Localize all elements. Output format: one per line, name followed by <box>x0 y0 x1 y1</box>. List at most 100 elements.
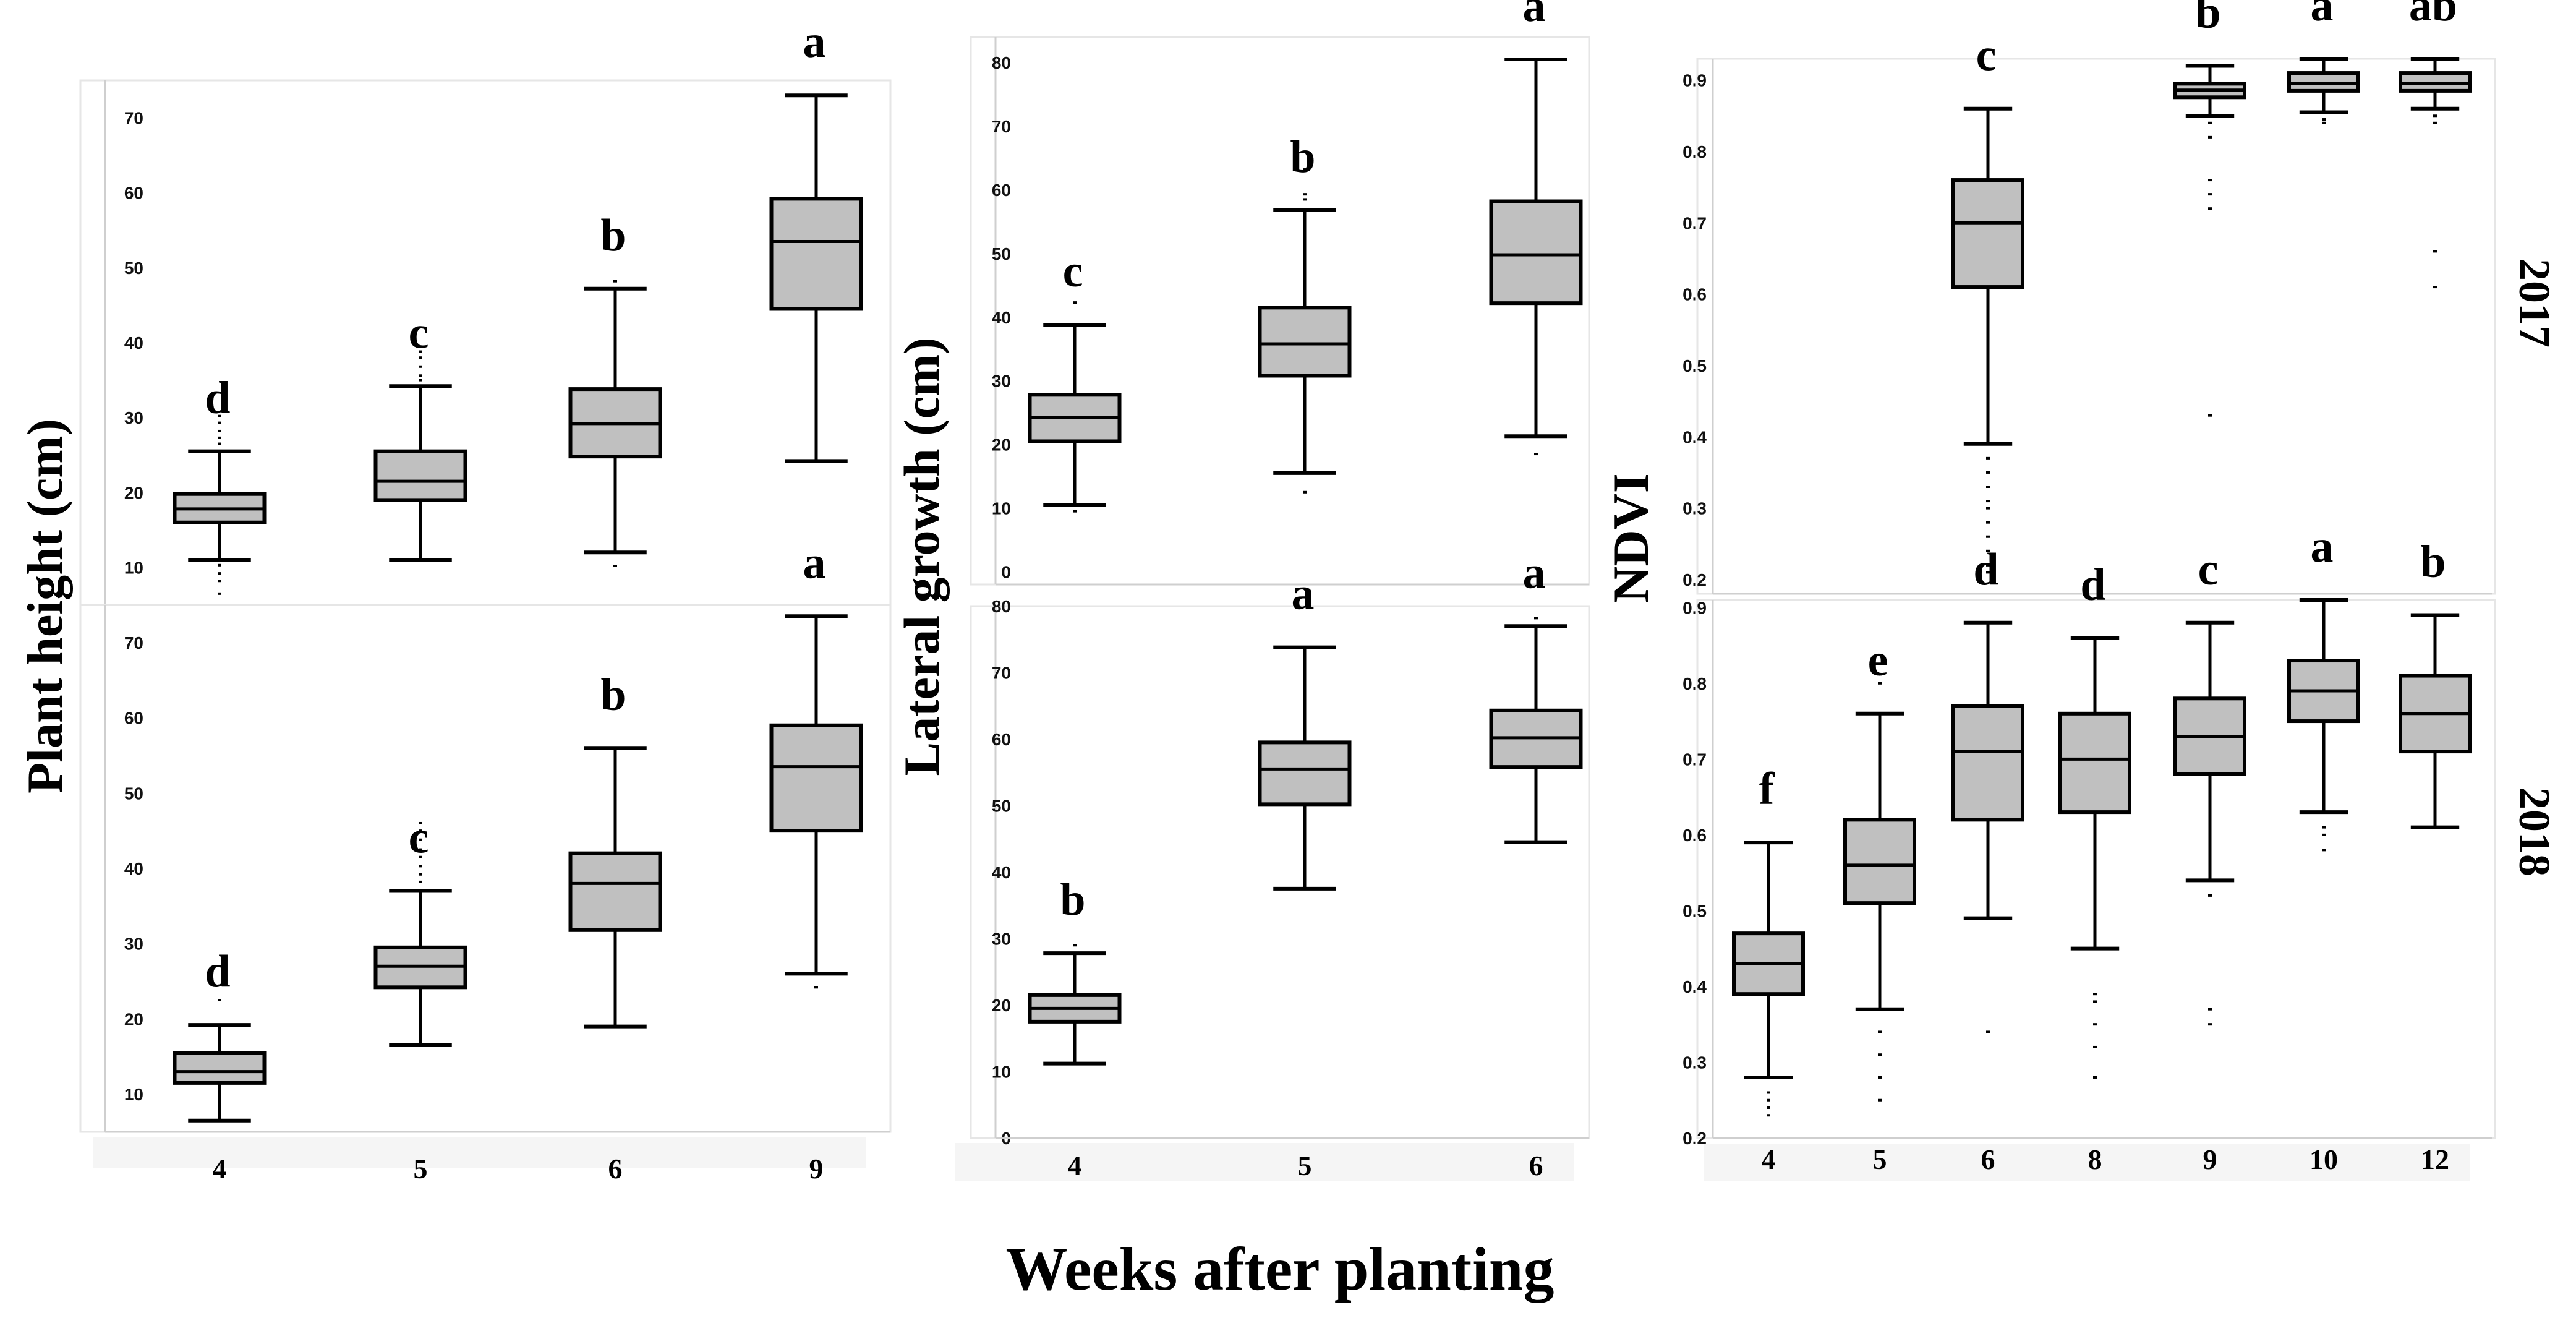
y-tick-label: 20 <box>992 435 1011 455</box>
outlier-point <box>2208 135 2212 139</box>
y-tick-label: 10 <box>124 1085 143 1104</box>
significance-letter: b <box>1060 875 1085 925</box>
outlier-point <box>1986 535 1990 538</box>
significance-letter: b <box>2420 537 2446 588</box>
box-iqr <box>1951 178 2024 289</box>
outlier-point <box>2433 114 2437 118</box>
outlier-point <box>218 580 221 583</box>
outlier-point <box>1073 301 1077 304</box>
outlier-point <box>419 838 422 841</box>
outlier-point <box>1073 944 1077 947</box>
x-tick-label: 4 <box>213 1153 227 1184</box>
x-tick-label: 9 <box>2203 1144 2217 1175</box>
box-week-9: a <box>769 17 863 463</box>
box-week-6: c <box>1951 30 2024 574</box>
significance-letter: a <box>1292 569 1315 620</box>
significance-letter: e <box>1868 635 1888 686</box>
outlier-point <box>613 565 617 568</box>
box-week-4: d <box>173 373 267 595</box>
box-week-5: c <box>373 307 467 562</box>
x-tick-label: 5 <box>1298 1150 1312 1181</box>
x-axis-band <box>93 1137 866 1168</box>
y-tick-label: 30 <box>992 930 1011 949</box>
y-tick-label: 0.5 <box>1683 356 1707 375</box>
significance-letter: b <box>2195 0 2220 38</box>
y-tick-label: 70 <box>124 633 143 653</box>
outlier-point <box>419 374 422 377</box>
box-week-5: b <box>1258 132 1352 494</box>
outlier-point <box>419 848 422 851</box>
box-week-6: d <box>1951 544 2024 1033</box>
x-tick-label: 9 <box>809 1153 824 1184</box>
y-tick-label: 0.9 <box>1683 598 1707 617</box>
outlier-point <box>1073 510 1077 513</box>
panel-background <box>79 604 892 1133</box>
y-tick-label: 0.8 <box>1683 142 1707 161</box>
y-tick-label: 0.4 <box>1683 977 1707 996</box>
significance-letter: a <box>803 537 826 588</box>
outlier-point <box>2208 179 2212 182</box>
box-iqr <box>769 723 863 833</box>
outlier-point <box>2093 1045 2097 1048</box>
y-label-plant-height: Plant height (cm) <box>17 419 73 794</box>
box-week-9: a <box>769 537 863 989</box>
panel-lateral2017: 0 10 20 30 40 50 60 70 80 c b a <box>970 0 1590 586</box>
x-tick-label: 8 <box>2088 1144 2102 1175</box>
y-tick-label: 30 <box>124 935 143 954</box>
y-tick-label: 40 <box>992 863 1011 882</box>
outlier-point <box>1878 1053 1882 1056</box>
outlier-point <box>2322 121 2326 124</box>
significance-letter: c <box>409 813 429 863</box>
outlier-point <box>419 873 422 876</box>
outlier-point <box>2322 826 2326 829</box>
y-tick-label: 0.5 <box>1683 901 1707 920</box>
box-week-5: a <box>1258 569 1352 891</box>
box-iqr <box>2058 711 2131 815</box>
outlier-point <box>218 563 221 567</box>
box-week-4: b <box>1028 875 1122 1066</box>
outlier-point <box>1767 1091 1770 1094</box>
significance-letter: a <box>2311 521 2334 572</box>
box-week-12: b <box>2399 537 2472 829</box>
y-tick-label: 0.7 <box>1683 750 1707 769</box>
y-label-ndvi: NDVI <box>1603 473 1659 603</box>
x-tick-label: 4 <box>1762 1144 1776 1175</box>
outlier-point <box>613 280 617 283</box>
x-axis-band <box>1704 1144 2470 1181</box>
outlier-point <box>2208 193 2212 196</box>
y-tick-label: 40 <box>124 859 143 878</box>
box-week-6: a <box>1489 0 1583 456</box>
y-tick-label: 60 <box>992 181 1011 200</box>
outlier-point <box>419 365 422 368</box>
box-week-5: c <box>373 813 467 1048</box>
year-label-2017: 2017 <box>2510 259 2559 348</box>
y-tick-label: 0.3 <box>1683 1053 1707 1072</box>
panel-ndvi2018: 0.2 0.3 0.4 0.5 0.6 0.7 0.8 0.9 4 5 6 8 9 10 12 f e d d c a b <box>1683 521 2496 1181</box>
box-week-10: a <box>2287 0 2360 124</box>
outlier-point <box>2322 849 2326 852</box>
y-tick-label: 70 <box>992 117 1011 136</box>
y-tick-label: 60 <box>124 709 143 728</box>
significance-letter: d <box>205 946 230 997</box>
outlier-point <box>218 429 221 432</box>
year-label-2018: 2018 <box>2510 787 2559 876</box>
outlier-point <box>2208 1023 2212 1026</box>
outlier-point <box>1986 549 1990 552</box>
significance-letter: c <box>409 307 429 358</box>
y-tick-label: 0.2 <box>1683 570 1707 589</box>
y-tick-label: 20 <box>124 483 143 502</box>
y-tick-label: 80 <box>992 597 1011 616</box>
outlier-point <box>2093 993 2097 996</box>
significance-letter: d <box>2080 559 2105 610</box>
outlier-point <box>2208 121 2212 124</box>
outlier-point <box>1878 1098 1882 1102</box>
box-iqr <box>1489 199 1583 306</box>
y-tick-label: 40 <box>992 308 1011 327</box>
box-week-5: e <box>1843 635 1916 1102</box>
outlier-point <box>218 572 221 575</box>
outlier-point <box>1878 682 1882 685</box>
y-tick-label: 0.9 <box>1683 71 1707 90</box>
panel-ndvi2017: 0.20.30.40.50.60.70.80.9 cb a ab <box>1683 0 2496 595</box>
outlier-point <box>2208 207 2212 210</box>
y-tick-label: 20 <box>992 996 1011 1015</box>
